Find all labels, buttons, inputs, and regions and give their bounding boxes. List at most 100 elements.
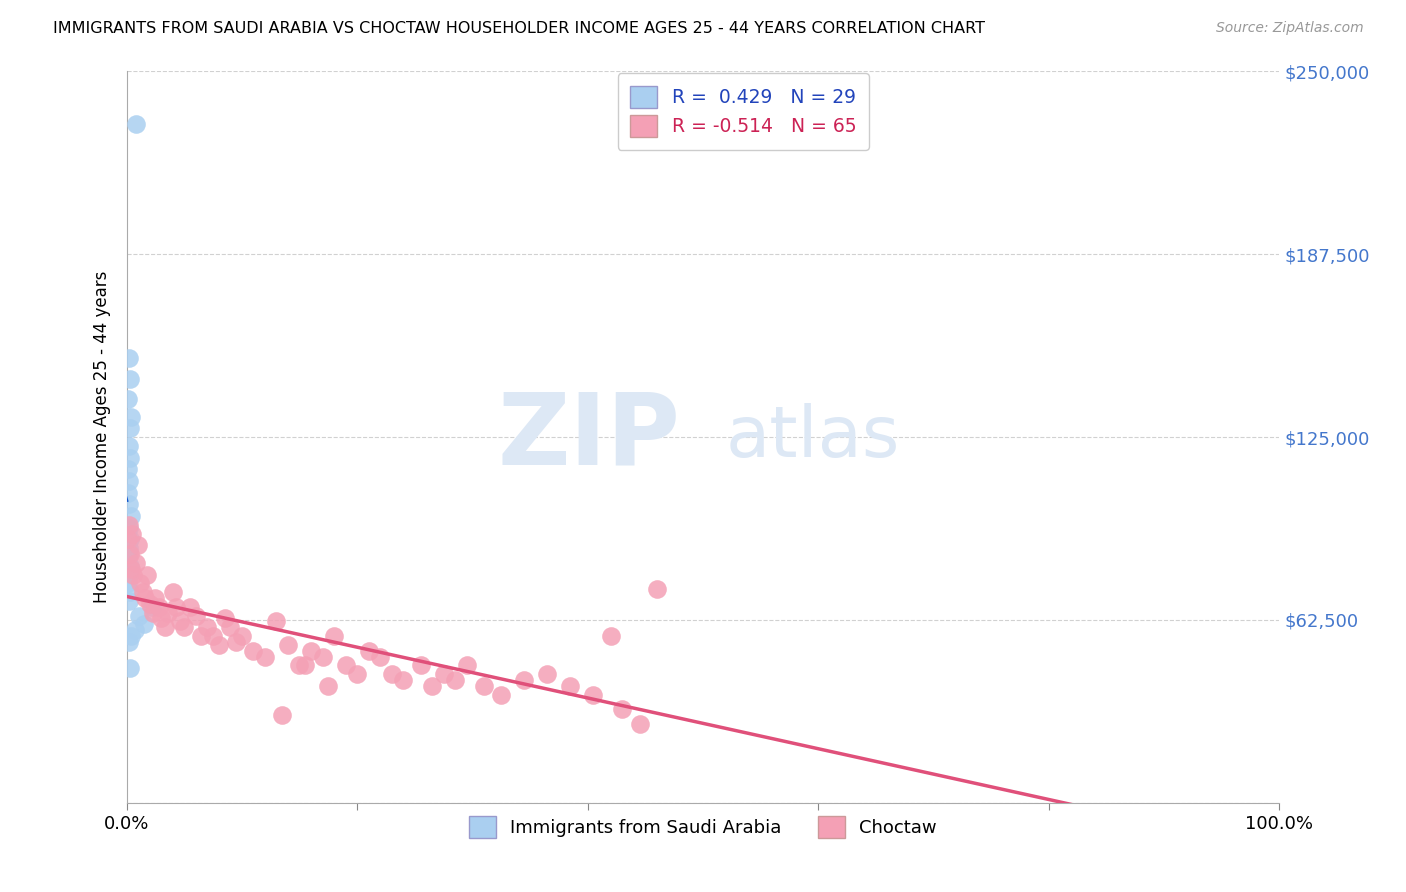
Point [242,643,264,657]
Point [125,117,148,131]
Point [125,556,148,570]
Point [456,658,478,673]
Point [134,591,156,605]
Point [157,606,180,620]
Point [433,667,456,681]
Y-axis label: Householder Income Ages 25 - 44 years: Householder Income Ages 25 - 44 years [93,271,111,603]
Point [271,708,294,723]
Point [599,629,621,643]
Point [124,623,146,637]
Point [202,629,225,643]
Point [266,615,288,629]
Point [392,673,415,687]
Point [381,667,404,681]
Point [118,661,141,675]
Point [288,658,311,673]
Point [190,629,212,643]
Point [118,421,141,435]
Point [184,608,207,623]
Point [318,679,340,693]
Point [118,497,141,511]
Point [120,629,142,643]
Point [120,409,142,424]
Point [117,485,139,500]
Point [179,599,201,614]
Point [142,606,165,620]
Point [117,549,139,564]
Point [346,667,368,681]
Point [219,620,242,634]
Point [118,547,141,561]
Point [513,673,536,687]
Point [117,462,139,476]
Point [118,439,141,453]
Point [118,474,141,488]
Point [122,567,145,582]
Text: ZIP: ZIP [498,389,681,485]
Point [118,351,141,365]
Point [118,521,141,535]
Text: Source: ZipAtlas.com: Source: ZipAtlas.com [1216,21,1364,36]
Point [311,649,333,664]
Point [253,649,276,664]
Point [409,658,432,673]
Point [294,658,316,673]
Point [148,599,170,614]
Point [628,716,651,731]
Point [138,597,160,611]
Point [165,599,187,614]
Point [335,658,357,673]
Point [169,615,191,629]
Point [118,533,141,547]
Point [118,635,141,649]
Point [131,585,153,599]
Point [117,392,139,406]
Point [118,567,141,582]
Point [136,567,159,582]
Point [444,673,467,687]
Point [118,558,141,573]
Point [118,517,141,532]
Point [420,679,443,693]
Point [195,620,218,634]
Point [472,679,495,693]
Point [645,582,668,597]
Point [118,371,141,385]
Point [323,629,346,643]
Point [277,638,299,652]
Point [150,611,173,625]
Point [231,629,253,643]
Point [120,509,142,524]
Point [162,585,184,599]
Point [214,611,236,625]
Point [153,620,176,634]
Point [582,688,605,702]
Point [145,591,166,605]
Point [612,702,634,716]
Point [173,620,195,634]
Point [118,450,141,465]
Point [117,533,139,547]
Text: atlas: atlas [725,402,900,472]
Point [117,576,139,591]
Point [368,649,391,664]
Point [118,585,141,599]
Text: IMMIGRANTS FROM SAUDI ARABIA VS CHOCTAW HOUSEHOLDER INCOME AGES 25 - 44 YEARS CO: IMMIGRANTS FROM SAUDI ARABIA VS CHOCTAW … [53,21,986,37]
Point [121,526,143,541]
Point [127,538,149,552]
Point [208,638,231,652]
Point [129,576,152,591]
Point [225,635,247,649]
Point [118,594,141,608]
Point [560,679,582,693]
Point [118,541,141,556]
Point [491,688,513,702]
Point [357,643,380,657]
Point [128,608,150,623]
Point [299,643,322,657]
Legend: Immigrants from Saudi Arabia, Choctaw: Immigrants from Saudi Arabia, Choctaw [458,805,948,848]
Point [141,599,163,614]
Point [120,562,142,576]
Point [132,617,155,632]
Point [536,667,558,681]
